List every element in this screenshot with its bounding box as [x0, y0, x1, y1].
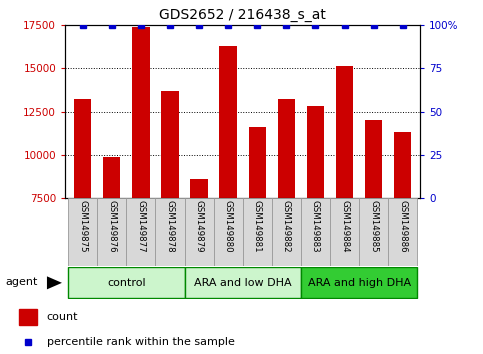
Bar: [272, 198, 301, 266]
Text: GSM149879: GSM149879: [195, 200, 203, 253]
Text: GSM149878: GSM149878: [166, 200, 174, 253]
Text: count: count: [47, 312, 78, 322]
Bar: [103, 156, 120, 198]
Bar: [365, 120, 383, 198]
Polygon shape: [47, 276, 62, 289]
Text: GSM149882: GSM149882: [282, 200, 291, 253]
Bar: [190, 179, 208, 198]
Bar: [213, 198, 243, 266]
Text: agent: agent: [5, 277, 38, 287]
Bar: [330, 198, 359, 266]
Bar: [359, 198, 388, 266]
Bar: [243, 198, 272, 266]
Bar: [394, 132, 412, 198]
Bar: [185, 267, 301, 298]
Text: GSM149880: GSM149880: [224, 200, 233, 253]
Bar: [127, 198, 156, 266]
Text: GSM149876: GSM149876: [107, 200, 116, 253]
Text: GSM149883: GSM149883: [311, 200, 320, 253]
Bar: [388, 198, 417, 266]
Bar: [219, 46, 237, 198]
Bar: [68, 267, 185, 298]
Bar: [161, 91, 179, 198]
Text: GSM149886: GSM149886: [398, 200, 407, 253]
Text: GSM149875: GSM149875: [78, 200, 87, 253]
Text: GSM149877: GSM149877: [136, 200, 145, 253]
Title: GDS2652 / 216438_s_at: GDS2652 / 216438_s_at: [159, 8, 326, 22]
Text: GSM149884: GSM149884: [340, 200, 349, 253]
Bar: [97, 198, 127, 266]
Bar: [74, 99, 91, 198]
Text: control: control: [107, 278, 146, 288]
Bar: [301, 267, 417, 298]
Bar: [301, 198, 330, 266]
Text: ARA and low DHA: ARA and low DHA: [194, 278, 292, 288]
Bar: [68, 198, 97, 266]
Text: ARA and high DHA: ARA and high DHA: [308, 278, 411, 288]
Bar: [132, 27, 150, 198]
Bar: [156, 198, 185, 266]
Bar: [278, 99, 295, 198]
Text: GSM149881: GSM149881: [253, 200, 262, 253]
Bar: [336, 67, 353, 198]
Bar: [307, 106, 324, 198]
Bar: [249, 127, 266, 198]
Bar: [185, 198, 213, 266]
Text: percentile rank within the sample: percentile rank within the sample: [47, 337, 235, 347]
Bar: [19, 309, 38, 325]
Text: GSM149885: GSM149885: [369, 200, 378, 253]
